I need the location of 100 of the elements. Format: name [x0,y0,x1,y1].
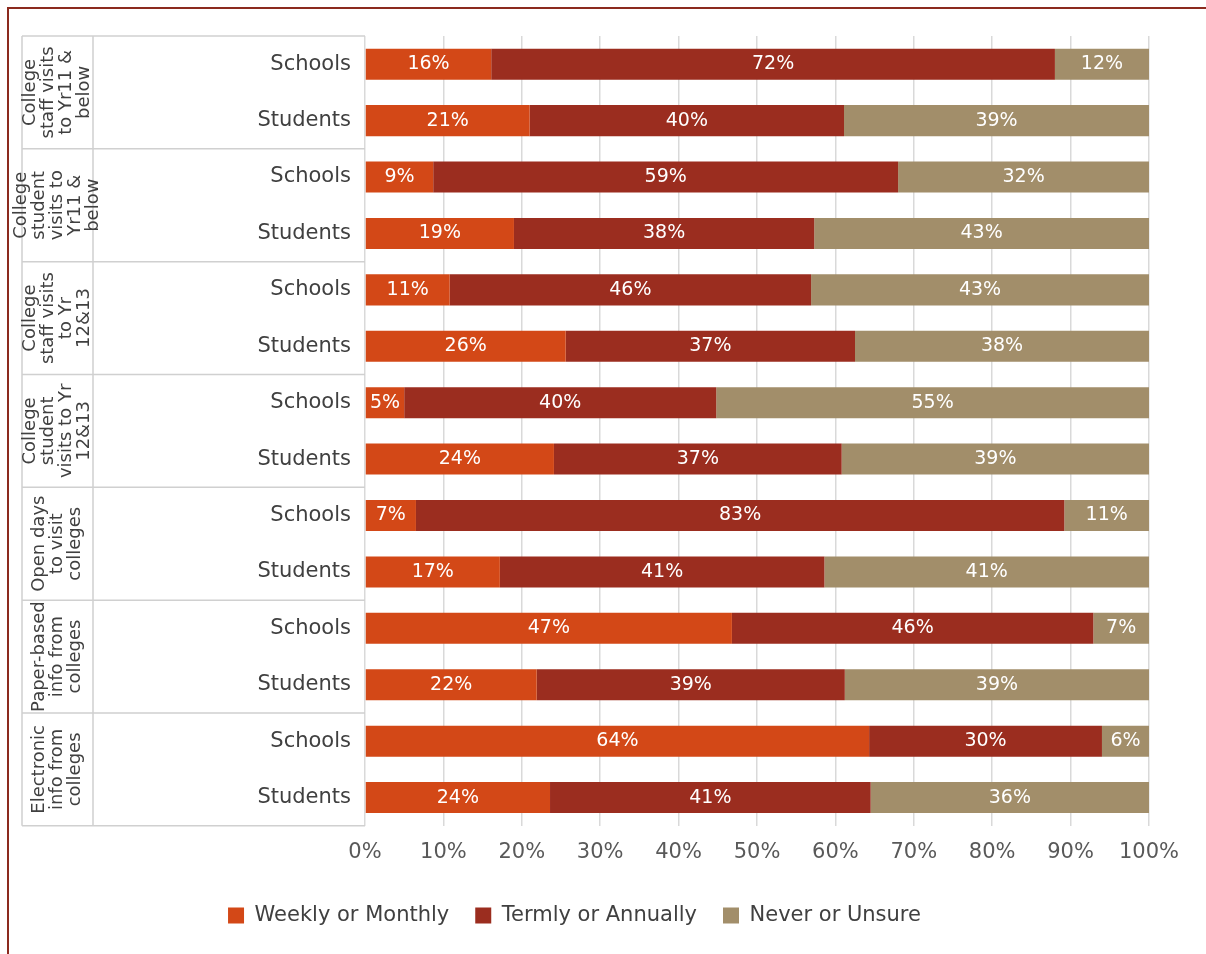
x-tick-label: 20% [498,838,546,863]
data-label: 21% [426,107,469,130]
bar [365,669,537,701]
bar [415,500,1065,532]
bar [1093,612,1149,644]
text: Paper-based info from colleges [27,601,85,712]
bar [870,782,1149,814]
bar [536,669,845,701]
data-label: 24% [436,784,479,807]
data-label: 40% [665,107,708,130]
data-label: 39% [975,671,1019,694]
data-label: 5% [369,389,401,412]
bar [365,274,450,306]
data-label: 40% [539,389,582,412]
bar [731,612,1094,644]
legend-label: Termly or Annually [500,901,698,926]
bar [550,782,871,814]
data-label: 64% [596,728,639,751]
data-label: 17% [411,558,454,581]
bar [529,105,845,137]
bar [365,443,554,475]
x-tick-label: 70% [890,838,938,863]
data-label: 19% [418,220,461,243]
data-label: 32% [1002,163,1045,186]
bar [433,161,899,193]
x-tick-label: 50% [733,838,781,863]
text: College student visits to Yr 12&13 [18,383,94,479]
bar [841,443,1149,475]
data-label: 59% [644,163,687,186]
data-label: 41% [689,784,732,807]
x-tick-label: 30% [576,838,624,863]
y-tick-label: Students [257,107,351,132]
data-label: 11% [1085,502,1128,525]
data-label: 41% [641,558,684,581]
data-label: 9% [384,163,415,186]
bar [499,556,825,588]
data-label: 55% [911,389,954,412]
data-label: 46% [891,615,934,638]
data-label: 38% [980,333,1024,356]
data-label: 39% [975,107,1018,130]
data-label: 43% [960,220,1003,243]
bar [365,217,514,249]
bar [553,443,842,475]
bar [869,725,1102,757]
x-tick-label: 40% [655,838,702,863]
legend-label: Weekly or Monthly [254,901,450,926]
bar [824,556,1149,588]
data-label: 7% [1106,615,1137,638]
bar [449,274,812,306]
data-label: 12% [1080,51,1124,74]
y-tick-label: Students [257,219,351,244]
data-label: 22% [430,671,473,694]
data-label: 83% [719,502,762,525]
bar [855,330,1149,362]
y-tick-label: Students [257,332,351,357]
y-tick-label: Schools [270,727,351,752]
bar [844,669,1149,701]
x-tick-label: 60% [812,838,859,863]
y-tick-label: Schools [270,50,351,75]
text: Open days to visit colleges [27,495,85,592]
x-tick-label: 80% [968,838,1016,863]
data-label: 26% [444,333,487,356]
bar [365,782,551,814]
data-label: 43% [958,276,1002,299]
y-tick-label: Students [257,784,351,809]
bar [365,612,732,644]
data-label: 37% [676,446,719,469]
data-label: 38% [642,220,686,243]
data-label: 37% [689,333,732,356]
y-tick-label: Schools [270,614,351,639]
data-label: 36% [988,784,1031,807]
bar [844,105,1149,137]
text: College student visits to Yr11 & below [9,170,103,241]
y-tick-label: Schools [270,389,351,414]
bar [365,556,500,588]
x-tick-label: 10% [420,838,467,863]
bar [365,330,566,362]
bar [565,330,855,362]
text: Electronic info from colleges [27,725,85,814]
legend-label: Never or Unsure [749,901,921,926]
data-label: 39% [974,446,1017,469]
data-label: 41% [965,558,1008,581]
x-tick-label: 0% [348,838,382,863]
data-label: 39% [669,671,712,694]
x-tick-label: 90% [1047,838,1094,863]
bar [1054,48,1149,80]
bar [365,725,870,757]
y-tick-label: Schools [270,163,351,188]
y-tick-label: Students [257,445,351,470]
y-tick-label: Students [257,671,351,696]
data-label: 6% [1110,728,1141,751]
data-label: 24% [438,446,481,469]
bar [491,48,1055,80]
data-label: 7% [375,502,406,525]
bar [513,217,815,249]
y-tick-label: Schools [270,276,351,301]
bar [814,217,1149,249]
bar [716,387,1149,419]
bar [811,274,1149,306]
y-tick-label: Students [257,558,351,583]
